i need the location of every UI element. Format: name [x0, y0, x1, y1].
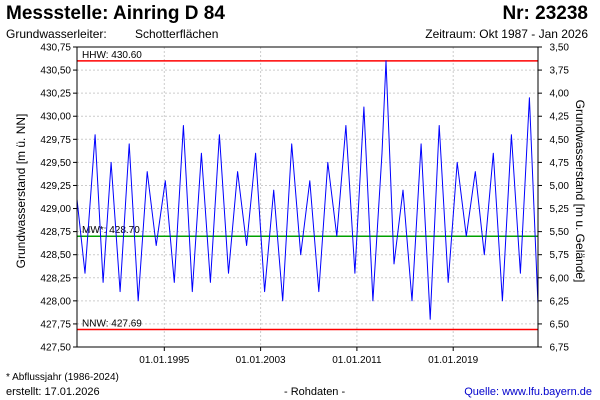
- period-label: Zeitraum: Okt 1987 - Jan 2026: [425, 27, 588, 41]
- y-tick-label-left: 429,00: [40, 204, 71, 215]
- y-tick-label-right: 5,50: [550, 227, 570, 238]
- y-tick-label-left: 428,50: [40, 250, 71, 261]
- y-tick-label-right: 4,75: [550, 158, 570, 169]
- y-tick-label-left: 429,75: [40, 135, 71, 146]
- x-tick-label: 01.01.1995: [139, 355, 189, 366]
- nnw-label: NNW: 427.69: [82, 318, 142, 329]
- y-tick-label-right: 5,75: [550, 250, 570, 261]
- x-tick-label: 01.01.2011: [332, 355, 382, 366]
- y-tick-label-left: 428,75: [40, 227, 71, 238]
- y-tick-label-right: 6,00: [550, 273, 570, 284]
- y-tick-label-left: 430,75: [40, 43, 71, 54]
- created-date: erstellt: 17.01.2026: [6, 386, 100, 398]
- aquifer-value: Schotterflächen: [135, 27, 219, 41]
- mean-water-label: MW*: 428.70: [82, 225, 140, 236]
- y-tick-label-left: 427,50: [40, 343, 71, 354]
- y-tick-label-left: 428,00: [40, 296, 71, 307]
- y-axis-title-right: Grundwasserstand [m u. Gelände]: [573, 100, 587, 283]
- right-axis: 6,75 6,50 6,25 6,00 5,75 5,50 5,25 5,00 4,75 4,50…: [538, 43, 569, 354]
- reference-lines: HHW: 430.60 MW*: 428.70 NNW: 427.69: [77, 50, 538, 331]
- station-title: Messstelle: Ainring D 84: [6, 3, 225, 24]
- y-tick-label-right: 6,25: [550, 296, 570, 307]
- y-tick-label-right: 6,75: [550, 343, 570, 354]
- y-tick-label-right: 3,75: [550, 66, 570, 77]
- x-axis: 01.01.1995 01.01.2003 01.01.2011 01.01.2019: [139, 347, 479, 366]
- y-tick-label-left: 429,25: [40, 181, 71, 192]
- x-tick-label: 01.01.2019: [428, 355, 478, 366]
- y-tick-label-right: 4,50: [550, 135, 570, 146]
- series-layer: [76, 60, 539, 320]
- y-tick-label-right: 4,00: [550, 89, 570, 100]
- plot-frame: [76, 46, 539, 348]
- y-tick-label-left: 430,25: [40, 89, 71, 100]
- y-tick-label-right: 5,00: [550, 181, 570, 192]
- rawdata-note: - Rohdaten -: [284, 386, 346, 398]
- aquifer-label: Grundwasserleiter:: [6, 27, 107, 41]
- station-number: Nr: 23238: [502, 3, 588, 24]
- y-tick-label-right: 4,25: [550, 112, 570, 123]
- y-tick-label-left: 428,25: [40, 273, 71, 284]
- hhw-label: HHW: 430.60: [82, 50, 142, 61]
- groundwater-level-series: [76, 60, 539, 320]
- source-link[interactable]: Quelle: www.lfu.bayern.de: [464, 386, 592, 398]
- y-tick-label-left: 429,50: [40, 158, 71, 169]
- left-axis: 427,50 427,75 428,00 428,25 428,50 428,75 429,…: [40, 43, 77, 354]
- y-tick-label-right: 5,25: [550, 204, 570, 215]
- y-tick-label-right: 6,50: [550, 319, 570, 330]
- y-tick-label-left: 430,00: [40, 112, 71, 123]
- y-axis-title-left: Grundwasserstand [m ü. NN]: [14, 114, 28, 269]
- y-tick-label-left: 430,50: [40, 66, 71, 77]
- footnote: * Abflussjahr (1986-2024): [6, 372, 119, 383]
- y-tick-label-right: 3,50: [550, 43, 570, 54]
- y-tick-label-left: 427,75: [40, 319, 71, 330]
- x-tick-label: 01.01.2003: [236, 355, 286, 366]
